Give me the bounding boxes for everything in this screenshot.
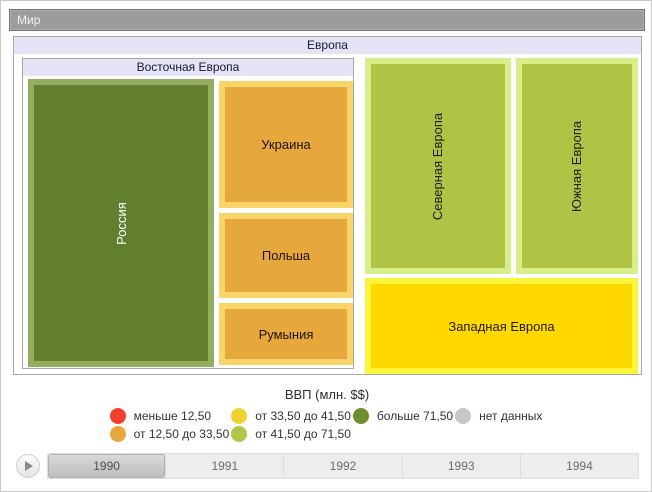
- group-eastern-europe-header[interactable]: Восточная Европа: [23, 59, 353, 76]
- legend-item-label: нет данных: [479, 408, 543, 423]
- legend-item: от 12,50 до 33,50: [109, 425, 232, 442]
- group-europe: Европа Восточная Европа Россия Украина П…: [13, 36, 642, 375]
- cell-romania-label: Румыния: [258, 326, 314, 342]
- legend-grid: меньше 12,50 от 12,50 до 33,50 от 33,50 …: [1, 407, 651, 443]
- play-button[interactable]: [16, 454, 40, 478]
- timeline-year-segment[interactable]: 1994: [519, 454, 638, 478]
- play-icon: [25, 461, 33, 471]
- legend-dot-light-green: [231, 425, 248, 442]
- legend-dot-dark-green: [352, 407, 369, 424]
- cell-northern-europe[interactable]: Северная Европа: [365, 58, 511, 274]
- cell-western-europe-label: Западная Европа: [448, 318, 555, 334]
- legend-dot-yellow: [231, 407, 248, 424]
- cell-western-europe[interactable]: Западная Европа: [365, 278, 638, 374]
- timeline-years: 1990 1991 1992 1993 1994: [47, 453, 639, 479]
- cell-russia-label: Россия: [113, 201, 129, 245]
- cell-northern-europe-label: Северная Европа: [430, 112, 446, 220]
- timeline-year-segment[interactable]: 1992: [283, 454, 401, 478]
- cell-southern-europe[interactable]: Южная Европа: [516, 58, 638, 274]
- group-eastern-europe-body: Россия Украина Польша Румыния: [23, 76, 353, 368]
- cell-ukraine[interactable]: Украина: [219, 81, 353, 208]
- legend: ВВП (млн. $$) меньше 12,50 от 12,50 до 3…: [1, 387, 651, 443]
- legend-title: ВВП (млн. $$): [284, 387, 370, 402]
- legend-item-label: от 41,50 до 71,50: [255, 426, 351, 441]
- cell-poland[interactable]: Польша: [219, 213, 353, 298]
- legend-column: от 33,50 до 41,50 от 41,50 до 71,50: [231, 407, 353, 443]
- legend-item-label: от 33,50 до 41,50: [255, 408, 351, 423]
- group-europe-header[interactable]: Европа: [14, 37, 641, 54]
- cell-romania[interactable]: Румыния: [219, 303, 353, 365]
- timeline-year-segment[interactable]: 1990: [48, 454, 166, 478]
- group-europe-body: Восточная Европа Россия Украина Польша Р…: [14, 54, 641, 374]
- legend-dot-red: [109, 407, 126, 424]
- legend-item-label: от 12,50 до 33,50: [133, 426, 230, 441]
- legend-item: нет данных: [455, 407, 544, 424]
- timeline-year-segment[interactable]: 1991: [165, 454, 283, 478]
- legend-item-label: меньше 12,50: [133, 408, 212, 423]
- legend-column: больше 71,50: [352, 407, 455, 443]
- world-breadcrumb-label: Мир: [17, 13, 41, 27]
- legend-dot-gray: [455, 407, 472, 424]
- cell-poland-label: Польша: [261, 248, 311, 263]
- timeline: 1990 1991 1992 1993 1994: [1, 453, 651, 479]
- legend-item: от 41,50 до 71,50: [231, 425, 353, 442]
- cell-russia[interactable]: Россия: [28, 79, 214, 367]
- world-breadcrumb-bar[interactable]: Мир: [9, 9, 645, 31]
- legend-column: меньше 12,50 от 12,50 до 33,50: [109, 407, 232, 443]
- legend-item: от 33,50 до 41,50: [231, 407, 353, 424]
- legend-dot-orange: [109, 425, 126, 442]
- legend-item-label: больше 71,50: [376, 408, 454, 423]
- legend-column: нет данных: [455, 407, 544, 443]
- timeline-year-segment[interactable]: 1993: [401, 454, 520, 478]
- legend-item: больше 71,50: [352, 407, 455, 424]
- cell-ukraine-label: Украина: [261, 137, 311, 152]
- cell-southern-europe-label: Южная Европа: [569, 120, 585, 212]
- legend-item: меньше 12,50: [109, 407, 232, 424]
- group-eastern-europe: Восточная Европа Россия Украина Польша Р…: [22, 58, 354, 369]
